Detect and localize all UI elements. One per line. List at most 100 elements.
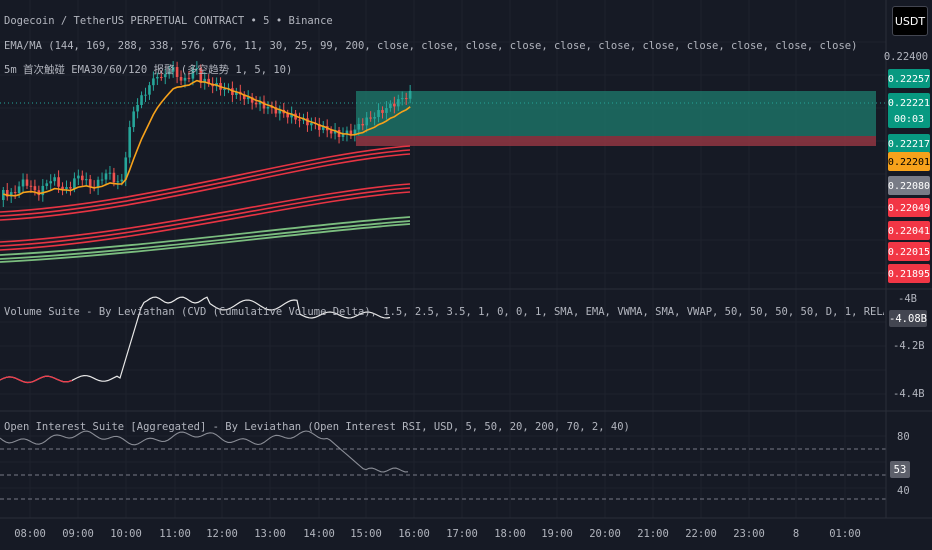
candle-body[interactable] [250,97,254,103]
candle-body[interactable] [33,186,37,191]
price-pane[interactable] [0,61,886,263]
candle-body[interactable] [160,76,163,78]
candle-body[interactable] [254,102,258,105]
candle-body[interactable] [361,123,365,126]
candle-body[interactable] [108,172,112,174]
candle-body[interactable] [246,97,250,100]
candle-body[interactable] [235,91,238,95]
candle-body[interactable] [369,117,372,119]
candle-body[interactable] [408,90,412,99]
candle-body[interactable] [357,123,361,130]
candle-body[interactable] [286,113,289,118]
candle-body[interactable] [69,187,72,189]
candle-body[interactable] [341,134,345,137]
take-profit-zone[interactable] [356,91,876,136]
candle-body[interactable] [191,69,195,79]
candle-body[interactable] [321,126,325,130]
candle-body[interactable] [290,113,293,118]
candle-body[interactable] [393,103,396,107]
candle-body[interactable] [84,179,88,181]
candle-body[interactable] [65,187,68,189]
candle-body[interactable] [207,78,210,84]
candle-body[interactable] [140,95,143,105]
candle-body[interactable] [81,175,84,181]
candle-body[interactable] [274,107,278,114]
time-axis[interactable]: 08:00 09:00 10:00 11:00 12:00 13:00 14:00 15:00… [14,528,861,540]
candle-body[interactable] [49,181,52,184]
candle-body[interactable] [385,108,388,113]
candle-body[interactable] [148,85,151,95]
candle-body[interactable] [45,183,49,186]
candle-body[interactable] [400,98,404,100]
candle-body[interactable] [53,177,56,182]
candle-body[interactable] [167,71,171,75]
candle-body[interactable] [112,172,116,183]
currency-button[interactable]: USDT [892,6,928,36]
candle-body[interactable] [104,173,108,180]
candle-body[interactable] [96,179,100,189]
candle-body[interactable] [318,124,321,130]
candle-body[interactable] [116,181,120,183]
candle-body[interactable] [404,98,408,100]
volume-suite-legend[interactable]: Volume Suite - By Leviathan (CVD (Cumula… [4,306,884,318]
candle-body[interactable] [41,185,45,196]
candle-body[interactable] [152,78,155,86]
ema-legend[interactable]: EMA/MA (144, 169, 288, 338, 576, 676, 11… [4,40,858,52]
candle-body[interactable] [156,76,159,79]
candle-body[interactable] [120,179,124,182]
candle-body[interactable] [29,185,33,187]
candle-body[interactable] [124,157,128,180]
candle-body[interactable] [187,77,191,79]
candle-body[interactable] [171,67,175,72]
candle-body[interactable] [128,127,131,158]
candle-body[interactable] [5,190,9,197]
symbol-legend[interactable]: Dogecoin / TetherUS PERPETUAL CONTRACT •… [4,15,333,27]
candle-body[interactable] [223,89,226,91]
alert-legend[interactable]: 5m 首次触碰 EMA30/60/120 报警 (多空趋势 1, 5, 10) [4,64,293,76]
candle-body[interactable] [88,179,92,188]
candle-body[interactable] [397,99,400,107]
candle-body[interactable] [73,178,76,189]
candle-body[interactable] [306,118,309,126]
candle-body[interactable] [345,130,349,135]
candle-body[interactable] [333,130,337,134]
candle-body[interactable] [377,110,380,118]
candle-body[interactable] [270,107,274,109]
candle-body[interactable] [100,179,104,181]
candle-body[interactable] [136,104,139,112]
candle-body[interactable] [17,186,21,194]
candle-body[interactable] [195,68,199,70]
oi-suite-legend[interactable]: Open Interest Suite [Aggregated] - By Le… [4,421,630,433]
candle-body[interactable] [203,78,207,83]
candle-body[interactable] [199,68,203,83]
candle-body[interactable] [278,109,282,114]
candle-body[interactable] [381,110,384,113]
candle-body[interactable] [21,179,25,187]
candle-body[interactable] [353,129,357,135]
candle-body[interactable] [57,177,60,187]
candle-body[interactable] [132,111,135,128]
candle-body[interactable] [258,101,262,105]
candle-body[interactable] [9,192,13,197]
candle-body[interactable] [179,76,183,81]
candle-body[interactable] [365,117,368,126]
candle-body[interactable] [144,94,147,96]
candle-body[interactable] [13,192,17,194]
price-axis[interactable]: 0.22400 -4B -4.2B -4.4B -4.08B 80 53 40 [884,51,928,497]
stop-loss-zone[interactable] [356,136,876,146]
candle-body[interactable] [77,175,80,179]
candle-body[interactable] [61,186,64,189]
candle-body[interactable] [266,107,270,109]
candle-body[interactable] [389,103,392,109]
candle-body[interactable] [329,130,333,134]
candle-body[interactable] [373,117,376,119]
candle-body[interactable] [2,190,5,200]
candle-body[interactable] [163,74,167,78]
candle-body[interactable] [242,94,246,100]
candle-body[interactable] [310,123,313,126]
candle-body[interactable] [183,77,187,81]
candle-body[interactable] [298,119,301,121]
candle-body[interactable] [25,179,29,186]
candle-body[interactable] [175,67,179,77]
